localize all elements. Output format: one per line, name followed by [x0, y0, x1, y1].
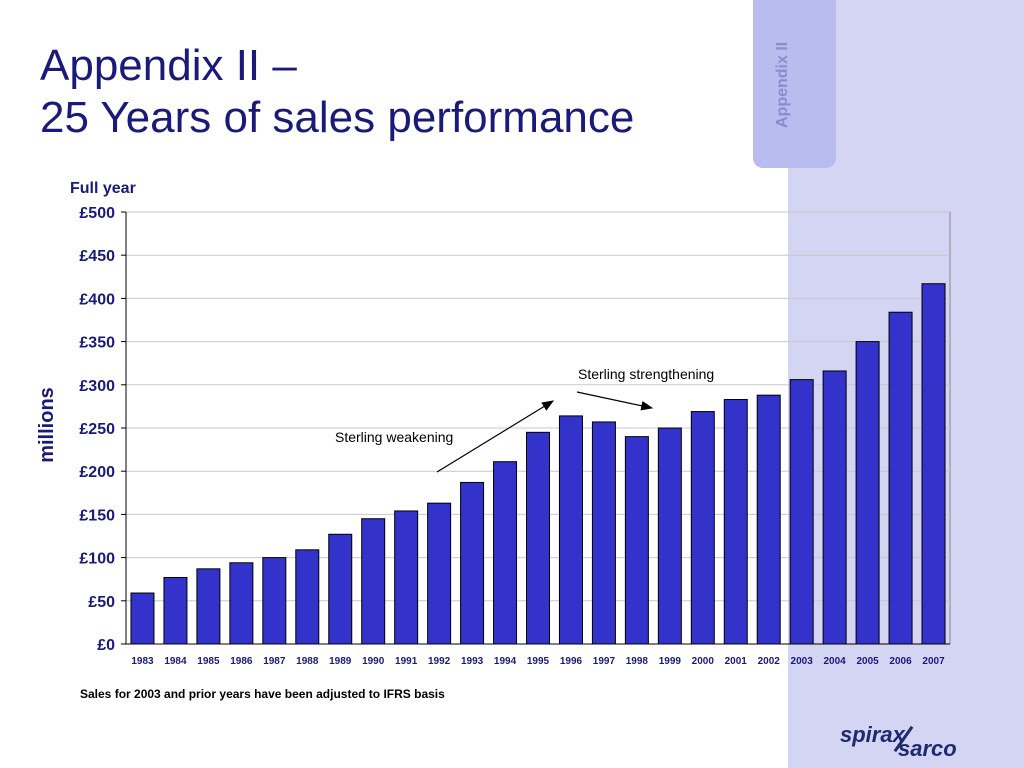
x-tick-label: 1999: [659, 656, 682, 667]
page-title-line1: Appendix II –: [40, 41, 297, 90]
x-tick-label: 1990: [362, 656, 385, 667]
annotation-sterling-weakening: Sterling weakening: [335, 429, 453, 445]
x-tick-label: 1994: [494, 656, 517, 667]
bar: [295, 549, 320, 645]
x-tick-label: 1987: [263, 656, 286, 667]
page-title: Appendix II – 25 Years of sales performa…: [40, 40, 634, 144]
bar: [888, 311, 913, 645]
bar: [229, 562, 254, 645]
bar: [460, 481, 485, 645]
bar: [690, 411, 715, 645]
x-tick-label: 2002: [758, 656, 781, 667]
x-tick-label: 2006: [889, 656, 912, 667]
y-tick-label: £150: [79, 507, 115, 524]
bar: [723, 398, 748, 645]
footnote: Sales for 2003 and prior years have been…: [80, 687, 445, 701]
y-tick-label: £100: [79, 551, 115, 568]
bar: [855, 341, 880, 645]
x-tick-label: 2003: [791, 656, 814, 667]
x-tick-label: 1991: [395, 656, 418, 667]
x-tick-label: 2005: [856, 656, 879, 667]
logo-text-part2: sarco: [898, 736, 957, 761]
bar: [493, 461, 518, 645]
y-tick-label: £300: [79, 378, 115, 395]
bar: [262, 557, 287, 645]
chart-title: Full year: [70, 180, 136, 197]
y-axis-label: millions: [36, 387, 58, 463]
x-tick-label: 1984: [164, 656, 187, 667]
y-tick-label: £350: [79, 335, 115, 352]
annotation-arrow-strengthening: [576, 391, 654, 411]
bar: [657, 427, 682, 645]
x-tick-label: 1996: [560, 656, 583, 667]
annotation-arrow-weakening: [436, 400, 555, 473]
bar: [163, 576, 188, 645]
x-tick-label: 1985: [197, 656, 220, 667]
bar: [624, 436, 649, 645]
x-tick-label: 1989: [329, 656, 352, 667]
x-tick-label: 2004: [824, 656, 847, 667]
page-title-line2: 25 Years of sales performance: [40, 93, 635, 142]
spirax-sarco-logo: spirax sarco: [840, 722, 990, 762]
x-tick-label: 1988: [296, 656, 319, 667]
bar: [394, 510, 419, 645]
bar: [789, 379, 814, 645]
bar: [921, 283, 946, 645]
bar: [130, 592, 155, 645]
x-tick-label: 1993: [461, 656, 484, 667]
y-tick-label: £400: [79, 291, 115, 308]
bar: [558, 415, 583, 645]
x-tick-label: 1986: [230, 656, 253, 667]
bar: [822, 370, 847, 645]
x-tick-label: 2000: [692, 656, 715, 667]
y-tick-label: £0: [97, 637, 115, 654]
y-tick-label: £50: [88, 594, 115, 611]
x-tick-label: 2007: [922, 656, 945, 667]
x-tick-label: 1992: [428, 656, 451, 667]
y-tick-label: £450: [79, 248, 115, 265]
annotation-sterling-strengthening: Sterling strengthening: [578, 366, 714, 382]
x-tick-label: 2001: [725, 656, 748, 667]
section-tab: [753, 0, 836, 168]
x-tick-label: 1998: [626, 656, 649, 667]
y-tick-label: £250: [79, 421, 115, 438]
x-tick-label: 1997: [593, 656, 616, 667]
y-tick-label: £500: [79, 205, 115, 222]
bar: [526, 431, 550, 645]
bar: [328, 533, 353, 645]
x-tick-label: 1983: [131, 656, 154, 667]
bar: [427, 502, 452, 645]
bar: [196, 568, 221, 645]
bar: [361, 518, 386, 645]
y-tick-label: £200: [79, 464, 115, 481]
logo-text-part1: spirax: [840, 722, 905, 747]
bar: [591, 421, 616, 645]
x-tick-label: 1995: [527, 656, 550, 667]
bar: [756, 394, 781, 645]
